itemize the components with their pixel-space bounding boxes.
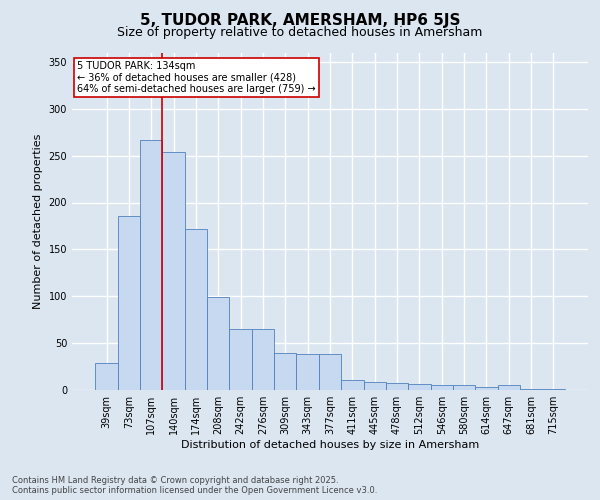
Bar (431, 386, 453, 390)
Bar (118, 216, 140, 390)
Bar (207, 297, 229, 390)
Bar (95, 363, 118, 390)
Bar (475, 387, 497, 390)
Text: 5 TUDOR PARK: 134sqm
← 36% of detached houses are smaller (428)
64% of semi-deta: 5 TUDOR PARK: 134sqm ← 36% of detached h… (77, 61, 316, 94)
Bar (274, 352, 296, 390)
Bar (408, 384, 431, 390)
Bar (229, 329, 252, 390)
X-axis label: Distribution of detached houses by size in Amersham: Distribution of detached houses by size … (181, 440, 479, 450)
Text: Size of property relative to detached houses in Amersham: Size of property relative to detached ho… (118, 26, 482, 39)
Bar (140, 140, 163, 390)
Y-axis label: Number of detached properties: Number of detached properties (33, 134, 43, 309)
Bar (341, 380, 364, 390)
Text: 5, TUDOR PARK, AMERSHAM, HP6 5JS: 5, TUDOR PARK, AMERSHAM, HP6 5JS (140, 12, 460, 28)
Bar (252, 329, 274, 390)
Text: Contains HM Land Registry data © Crown copyright and database right 2025.
Contai: Contains HM Land Registry data © Crown c… (12, 476, 377, 495)
Bar (453, 386, 475, 390)
Bar (185, 229, 207, 390)
Bar (319, 354, 341, 390)
Bar (542, 389, 565, 390)
Bar (520, 389, 542, 390)
Bar (364, 382, 386, 390)
Bar (163, 152, 185, 390)
Bar (386, 384, 408, 390)
Bar (497, 386, 520, 390)
Bar (296, 354, 319, 390)
